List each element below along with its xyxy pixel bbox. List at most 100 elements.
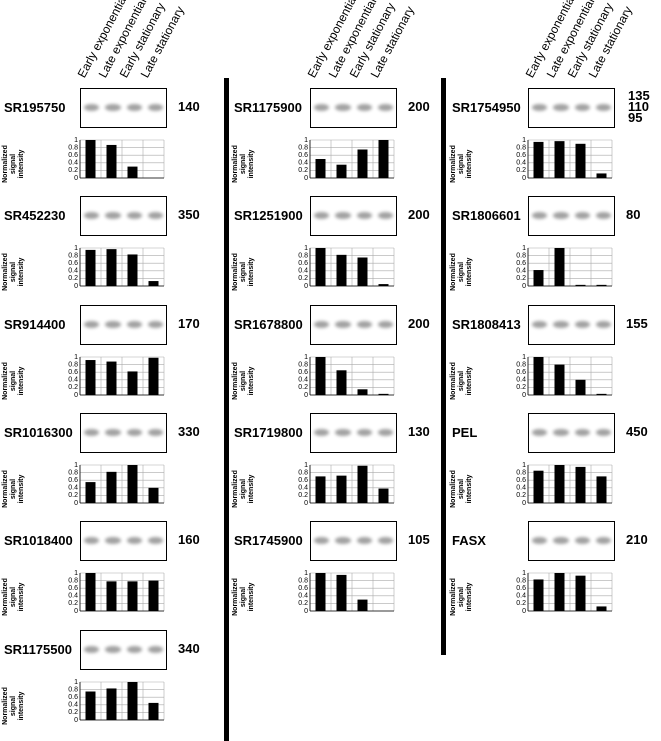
band [147,104,163,111]
band [105,321,121,328]
y-tick-label: 0.2 [298,600,308,607]
y-tick-label: 0.6 [68,585,78,592]
y-tick-label: 0 [522,608,526,615]
bar [336,574,347,611]
band [105,429,121,436]
bar [357,257,368,286]
bar [378,140,389,178]
y-tick-label: 1 [304,354,308,361]
y-tick-label: 0.8 [298,361,308,368]
y-tick-label: 0.4 [68,160,78,167]
blot [80,305,167,345]
bar [315,476,326,503]
y-tick-label: 0.4 [68,485,78,492]
y-axis-label: Normalized signal intensity [450,470,473,508]
bar-chart: 00.20.40.60.81 [516,354,613,399]
molecular-weight: 160 [178,532,200,547]
y-tick-label: 1 [522,137,526,144]
y-axis-label: Normalized signal intensity [2,253,25,291]
bar [127,682,138,720]
band [126,537,142,544]
bar [554,465,565,503]
y-tick-label: 1 [522,354,526,361]
y-tick-label: 0.6 [516,369,526,376]
blot [310,88,397,128]
y-tick-label: 0.6 [516,152,526,159]
y-axis-label: Normalized signal intensity [2,687,25,725]
y-axis-label: Normalized signal intensity [232,145,255,183]
band [595,321,611,328]
y-tick-label: 0.2 [298,167,308,174]
bar [336,370,347,395]
band [314,537,330,544]
band [335,212,351,219]
molecular-weight: 210 [626,532,648,547]
y-tick-label: 0 [304,500,308,507]
y-tick-label: 0.6 [298,260,308,267]
band [126,429,142,436]
bar [315,357,326,395]
bar [596,476,607,503]
band [574,321,590,328]
divider [441,78,446,655]
band [335,321,351,328]
y-tick-label: 0.2 [298,492,308,499]
band [84,537,100,544]
band [356,321,372,328]
band [377,321,393,328]
y-tick-label: 0.6 [298,152,308,159]
bar [575,284,586,286]
molecular-weight: 95 [628,110,643,125]
y-tick-label: 0.8 [516,577,526,584]
y-tick-label: 0.4 [298,593,308,600]
bar [533,579,544,611]
bar [533,270,544,286]
y-axis-label: Normalized signal intensity [232,253,255,291]
bar [596,393,607,395]
protein-name: SR1251900 [234,208,303,223]
y-tick-label: 0 [304,283,308,290]
molecular-weight: 170 [178,316,200,331]
band [532,537,548,544]
bar [357,389,368,395]
blot [310,413,397,453]
band [84,646,100,653]
y-tick-label: 0 [304,175,308,182]
bar [106,688,117,720]
protein-name: SR1018400 [4,533,73,548]
band [553,537,569,544]
y-axis-label: Normalized signal intensity [2,145,25,183]
band [147,321,163,328]
y-tick-label: 0.8 [516,469,526,476]
bar-chart: 00.20.40.60.81 [68,137,165,182]
bar-chart: 00.20.40.60.81 [516,570,613,615]
y-tick-label: 0.2 [516,167,526,174]
band [532,212,548,219]
y-tick-label: 0.8 [298,469,308,476]
y-tick-label: 0.6 [68,477,78,484]
blot [528,88,615,128]
y-tick-label: 0.6 [68,694,78,701]
y-tick-label: 0.8 [298,577,308,584]
bar [378,488,389,503]
y-axis-label: Normalized signal intensity [450,578,473,616]
band [595,537,611,544]
y-tick-label: 0.2 [68,492,78,499]
y-tick-label: 0.8 [298,144,308,151]
y-tick-label: 0.4 [298,268,308,275]
band [105,537,121,544]
molecular-weight: 140 [178,99,200,114]
y-tick-label: 0 [74,608,78,615]
bar [85,249,96,286]
y-axis-label: Normalized signal intensity [2,362,25,400]
bar [575,143,586,178]
y-tick-label: 0.8 [298,252,308,259]
protein-name: PEL [452,425,478,440]
bar [85,482,96,503]
y-tick-label: 0.2 [298,275,308,282]
bar [554,248,565,286]
protein-name: SR914400 [4,317,66,332]
y-tick-label: 0.2 [516,492,526,499]
protein-name: SR1754950 [452,100,521,115]
bar-chart: 00.20.40.60.81 [298,354,395,399]
